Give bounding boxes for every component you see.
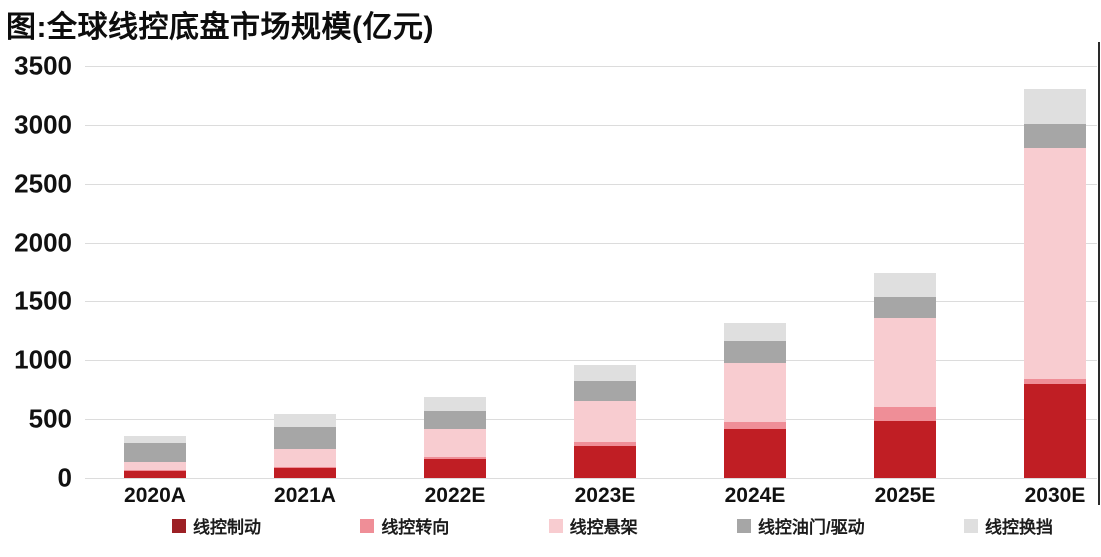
bar-segment-线控悬架 bbox=[124, 462, 186, 470]
gridline bbox=[85, 66, 1097, 67]
y-axis-tick-label: 500 bbox=[28, 403, 72, 434]
legend-item: 线控换挡 bbox=[963, 513, 1053, 538]
page-right-border bbox=[1098, 42, 1100, 505]
bar-segment-线控换挡 bbox=[724, 322, 786, 342]
bar-segment-线控转向 bbox=[574, 441, 636, 446]
legend-label: 线控悬架 bbox=[569, 518, 638, 537]
bar-segment-线控转向 bbox=[124, 469, 186, 471]
legend-swatch bbox=[548, 518, 563, 533]
x-axis-label: 2023E bbox=[574, 484, 636, 507]
y-axis-tick-label: 1500 bbox=[14, 285, 72, 316]
legend-item: 线控油门/驱动 bbox=[736, 513, 865, 538]
legend-item: 线控转向 bbox=[360, 513, 449, 538]
bar-segment-线控悬架 bbox=[274, 449, 336, 467]
x-axis-label: 2025E bbox=[874, 484, 936, 507]
x-axis-label: 2030E bbox=[1024, 484, 1086, 507]
bar-segment-线控油门/驱动 bbox=[124, 442, 186, 463]
legend-swatch bbox=[963, 518, 978, 533]
legend-item: 线控制动 bbox=[172, 513, 261, 538]
bar-segment-线控制动 bbox=[874, 420, 936, 478]
legend-swatch bbox=[736, 518, 751, 533]
gridline bbox=[85, 242, 1097, 244]
legend-swatch bbox=[360, 518, 375, 533]
gridline bbox=[85, 183, 1097, 185]
gridline bbox=[85, 360, 1097, 362]
bar-segment-线控转向 bbox=[424, 457, 486, 459]
x-axis-label: 2021A bbox=[274, 484, 336, 507]
bar-segment-线控制动 bbox=[424, 458, 486, 478]
bar-segment-线控制动 bbox=[574, 445, 636, 478]
chart-title: 图:全球线控底盘市场规模(亿元) bbox=[6, 11, 434, 44]
bar-segment-线控悬架 bbox=[1024, 148, 1086, 380]
bar-segment-线控制动 bbox=[724, 428, 786, 478]
bar-segment-线控制动 bbox=[1024, 383, 1086, 478]
bar-segment-线控换挡 bbox=[874, 273, 936, 297]
bar-segment-线控油门/驱动 bbox=[874, 296, 936, 319]
legend-label: 线控换挡 bbox=[984, 518, 1053, 537]
bar-segment-线控换挡 bbox=[124, 435, 186, 443]
legend-item: 线控悬架 bbox=[548, 513, 638, 538]
gridline bbox=[85, 124, 1097, 126]
bar-segment-线控悬架 bbox=[424, 429, 486, 458]
y-axis-tick-label: 3500 bbox=[14, 50, 72, 81]
bar-segment-线控油门/驱动 bbox=[1024, 124, 1086, 149]
bar-segment-线控悬架 bbox=[874, 318, 936, 407]
y-axis-tick-label: 1000 bbox=[14, 344, 72, 375]
legend: 线控制动 线控转向 线控悬架 线控油门/驱动 线控换挡 bbox=[172, 513, 1053, 538]
bar-segment-线控油门/驱动 bbox=[424, 410, 486, 430]
bar-segment-线控换挡 bbox=[1024, 88, 1086, 125]
y-axis-tick-label: 3000 bbox=[14, 109, 72, 140]
bar-segment-线控悬架 bbox=[574, 401, 636, 442]
x-axis-label: 2024E bbox=[724, 484, 786, 507]
y-axis-tick-label: 0 bbox=[57, 462, 72, 493]
y-axis-tick-label: 2500 bbox=[14, 168, 72, 199]
bar-segment-线控油门/驱动 bbox=[724, 341, 786, 364]
legend-label: 线控转向 bbox=[381, 518, 450, 537]
bar-segment-线控制动 bbox=[274, 467, 336, 478]
x-axis-label: 2020A bbox=[124, 484, 186, 507]
legend-label: 线控制动 bbox=[193, 518, 261, 537]
y-axis-tick-label: 2000 bbox=[14, 227, 72, 258]
bar-segment-线控转向 bbox=[1024, 379, 1086, 384]
bar-segment-线控换挡 bbox=[574, 364, 636, 382]
x-axis-label: 2022E bbox=[424, 484, 486, 507]
bar-segment-线控制动 bbox=[124, 470, 186, 478]
bar-segment-线控转向 bbox=[874, 406, 936, 421]
bar-segment-线控转向 bbox=[724, 422, 786, 429]
bar-segment-线控悬架 bbox=[724, 363, 786, 423]
bar-segment-线控油门/驱动 bbox=[274, 427, 336, 450]
gridline bbox=[85, 301, 1097, 303]
bar-segment-线控转向 bbox=[274, 466, 336, 468]
bar-segment-线控换挡 bbox=[274, 414, 336, 428]
bar-segment-线控油门/驱动 bbox=[574, 381, 636, 402]
bar-segment-线控换挡 bbox=[424, 397, 486, 411]
gridline bbox=[85, 478, 1097, 479]
legend-swatch bbox=[172, 518, 186, 533]
legend-label: 线控油门/驱动 bbox=[757, 518, 865, 537]
